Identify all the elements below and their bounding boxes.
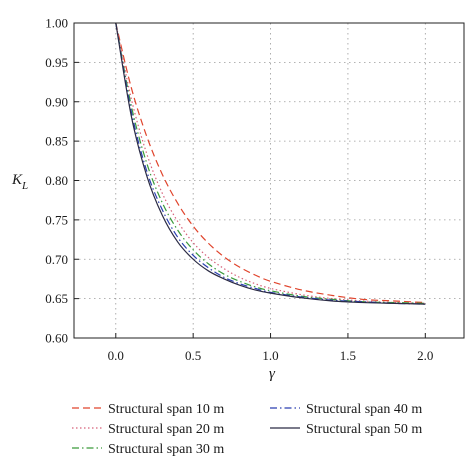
x-tick-label: 1.5 [340, 348, 356, 363]
y-tick-label: 0.70 [45, 252, 68, 267]
x-axis-label: γ [269, 366, 276, 382]
x-tick-label: 2.0 [417, 348, 433, 363]
legend-item-1: Structural span 10 m [72, 402, 224, 417]
legend-item-3: Structural span 30 m [72, 442, 224, 457]
series-line-5 [115, 22, 426, 305]
x-tick-labels: 0.0 0.5 1.0 1.5 2.0 [108, 348, 434, 363]
series-line-4 [115, 22, 426, 305]
y-axis-label-sub: L [21, 180, 28, 192]
legend-label: Structural span 50 m [306, 422, 422, 437]
legend: Structural span 10 m Structural span 20 m… [72, 402, 422, 457]
x-tick-label: 0.5 [185, 348, 201, 363]
y-axis-label: KL [11, 172, 28, 192]
legend-item-5: Structural span 50 m [270, 422, 422, 437]
series-lines [115, 22, 426, 305]
legend-item-4: Structural span 40 m [270, 402, 422, 417]
y-tick-label: 0.95 [45, 55, 68, 70]
legend-label: Structural span 10 m [108, 402, 224, 417]
y-axis-label-main: K [11, 172, 23, 188]
series-line-1 [115, 22, 426, 304]
y-tick-label: 0.90 [45, 94, 68, 109]
series-line-2 [115, 22, 426, 304]
x-tick-label: 0.0 [108, 348, 124, 363]
y-tick-label: 0.60 [45, 331, 68, 346]
y-tick-labels: 0.60 0.65 0.70 0.75 0.80 0.85 0.90 0.95 1.00 [45, 16, 68, 346]
svg-text:KL: KL [11, 172, 28, 192]
x-tick-label: 1.0 [262, 348, 278, 363]
y-tick-label: 0.85 [45, 134, 68, 149]
legend-label: Structural span 40 m [306, 402, 422, 417]
y-tick-label: 0.75 [45, 212, 68, 227]
axis-ticks [74, 22, 426, 339]
y-tick-label: 0.80 [45, 173, 68, 188]
legend-label: Structural span 30 m [108, 442, 224, 457]
y-tick-label: 0.65 [45, 291, 68, 306]
legend-item-2: Structural span 20 m [72, 422, 224, 437]
y-tick-label: 1.00 [45, 16, 68, 31]
legend-label: Structural span 20 m [108, 422, 224, 437]
